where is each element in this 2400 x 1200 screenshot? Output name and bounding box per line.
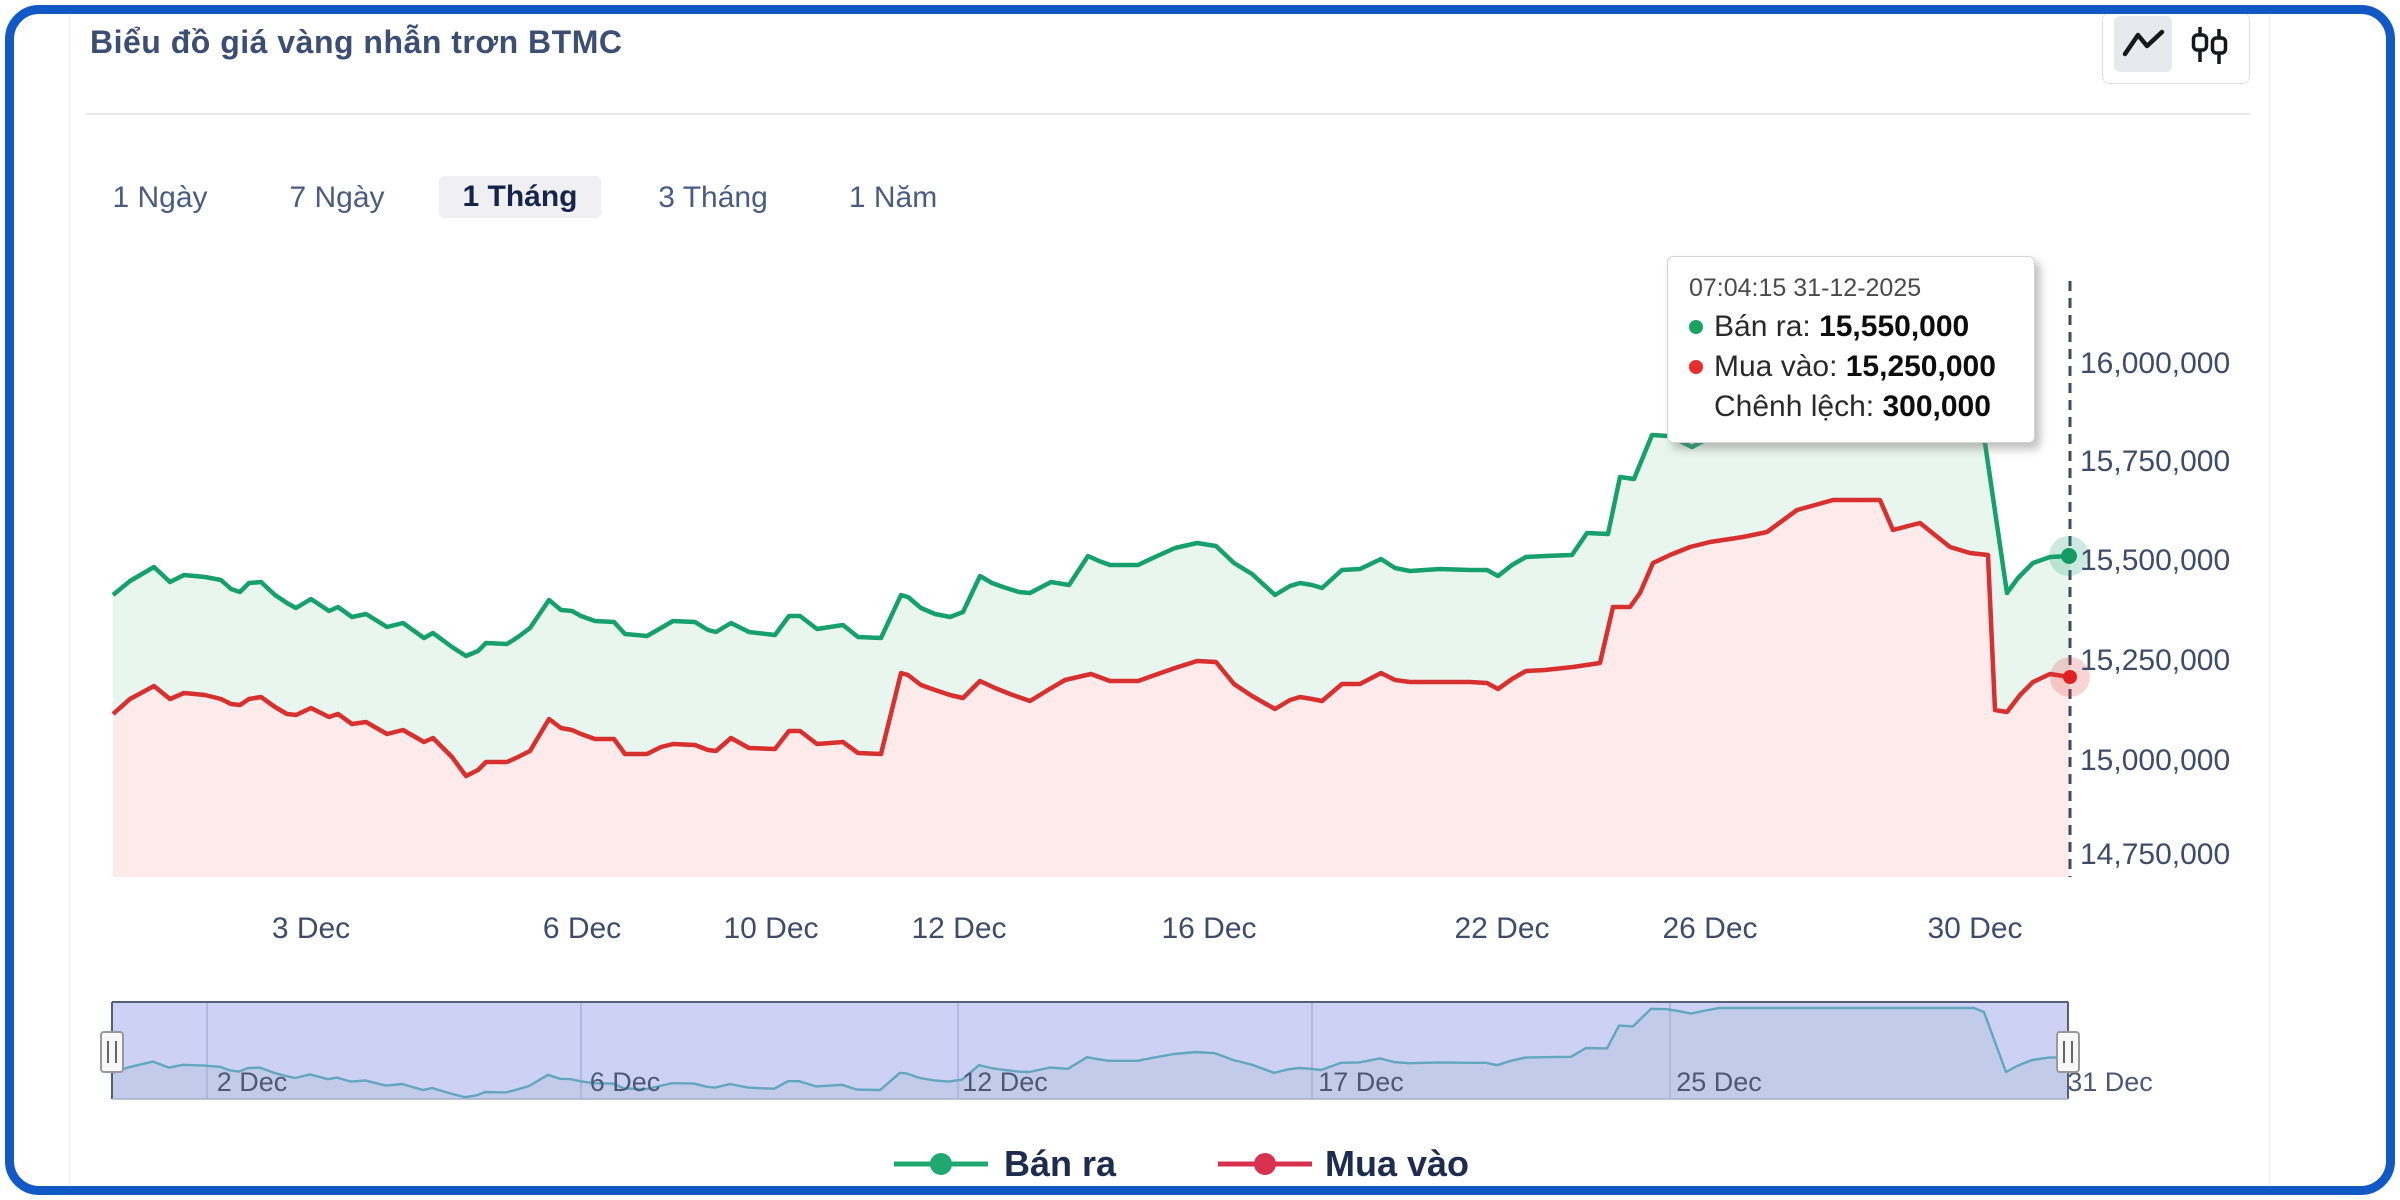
svg-text:6 Dec: 6 Dec (543, 912, 621, 945)
svg-text:2 Dec: 2 Dec (217, 1067, 288, 1097)
svg-text:12 Dec: 12 Dec (962, 1067, 1048, 1097)
svg-text:22 Dec: 22 Dec (1454, 912, 1549, 945)
svg-text:Bán ra: Bán ra (1004, 1143, 1117, 1184)
svg-text:3 Dec: 3 Dec (272, 912, 350, 945)
svg-text:30 Dec: 30 Dec (1927, 912, 2022, 945)
svg-text:Mua vào: Mua vào (1325, 1143, 1469, 1184)
svg-text:25 Dec: 25 Dec (1676, 1067, 1762, 1097)
svg-text:15,000,000: 15,000,000 (2080, 744, 2230, 777)
svg-text:16 Dec: 16 Dec (1161, 912, 1256, 945)
svg-text:14,750,000: 14,750,000 (2080, 838, 2230, 871)
svg-text:16,000,000: 16,000,000 (2080, 347, 2230, 380)
svg-text:15,500,000: 15,500,000 (2080, 544, 2230, 577)
svg-text:12 Dec: 12 Dec (911, 912, 1006, 945)
svg-text:17 Dec: 17 Dec (1318, 1067, 1404, 1097)
svg-text:6 Dec: 6 Dec (590, 1067, 661, 1097)
svg-text:26 Dec: 26 Dec (1662, 912, 1757, 945)
svg-text:31 Dec: 31 Dec (2067, 1067, 2153, 1097)
svg-text:15,250,000: 15,250,000 (2080, 644, 2230, 677)
svg-text:15,750,000: 15,750,000 (2080, 445, 2230, 478)
svg-text:10 Dec: 10 Dec (723, 912, 818, 945)
